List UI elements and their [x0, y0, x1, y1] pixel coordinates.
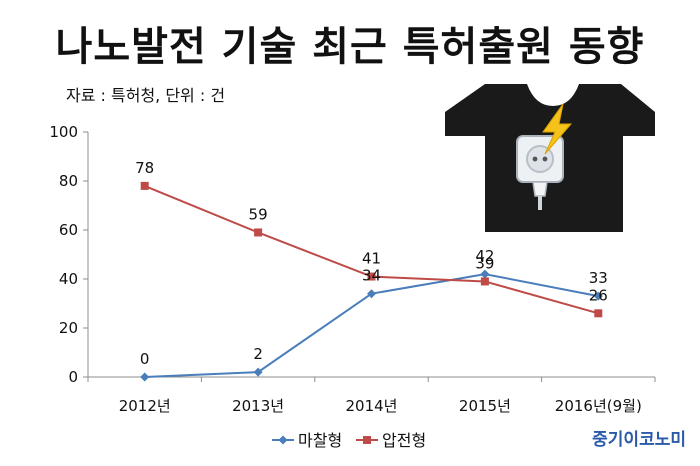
data-label: 33 [589, 269, 608, 287]
data-point [367, 272, 376, 281]
legend-marker [363, 436, 371, 444]
data-label: 78 [135, 159, 154, 177]
data-label: 2 [253, 345, 263, 363]
data-point [480, 269, 490, 279]
legend-label: 압전형 [382, 431, 426, 450]
tshirt-with-power-plug-icon [445, 84, 655, 232]
y-tick-label: 80 [59, 172, 78, 190]
data-label: 26 [589, 286, 608, 304]
y-tick-label: 20 [59, 319, 78, 337]
data-label: 0 [140, 350, 150, 368]
data-point [140, 372, 150, 382]
legend-label: 마찰형 [298, 431, 342, 450]
y-tick-label: 0 [68, 368, 78, 386]
x-tick-label: 2014년 [346, 397, 398, 415]
y-tick-label: 40 [59, 270, 78, 288]
legend-marker [278, 435, 288, 445]
data-point [253, 367, 263, 377]
data-point [594, 309, 603, 318]
x-tick-label: 2013년 [232, 397, 284, 415]
source-note: 자료 : 특허청, 단위 : 건 [66, 86, 226, 105]
data-label: 39 [475, 254, 494, 272]
y-tick-label: 100 [49, 123, 78, 141]
lightning-bolt-icon [542, 103, 573, 155]
data-label: 42 [475, 247, 494, 265]
data-point [480, 277, 489, 286]
data-label: 34 [362, 267, 381, 285]
data-label: 41 [362, 250, 381, 268]
data-point [254, 228, 263, 237]
chart-title: 나노발전 기술 최근 특허출원 동향 [55, 24, 645, 70]
data-label: 59 [249, 205, 268, 223]
data-point [140, 181, 149, 190]
x-tick-label: 2016년(9월) [555, 397, 642, 415]
x-tick-label: 2015년 [459, 397, 511, 415]
brand-logo: 중기이코노미 [592, 430, 686, 450]
y-tick-label: 60 [59, 221, 78, 239]
data-point [367, 289, 376, 299]
data-point [593, 291, 603, 301]
x-tick-label: 2012년 [119, 397, 171, 415]
